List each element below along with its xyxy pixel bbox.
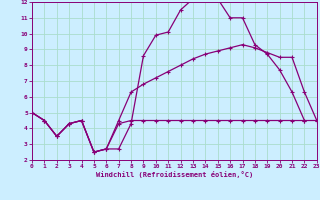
- X-axis label: Windchill (Refroidissement éolien,°C): Windchill (Refroidissement éolien,°C): [96, 171, 253, 178]
